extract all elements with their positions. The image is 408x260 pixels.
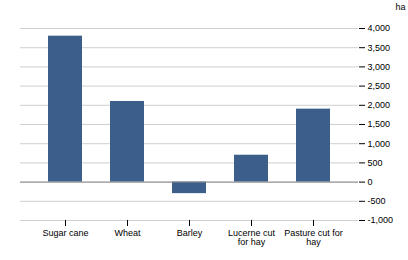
svg-text:Lucerne cutfor hay: Lucerne cutfor hay [228, 228, 276, 247]
svg-text:Wheat: Wheat [114, 228, 141, 238]
svg-text:2,500: 2,500 [368, 81, 391, 91]
svg-text:1,500: 1,500 [368, 119, 391, 129]
svg-text:ha: ha [395, 2, 405, 12]
svg-text:500: 500 [368, 158, 383, 168]
svg-text:4,000: 4,000 [368, 23, 391, 33]
svg-text:Sugar cane: Sugar cane [42, 228, 88, 238]
svg-text:2,000: 2,000 [368, 100, 391, 110]
svg-text:3,500: 3,500 [368, 43, 391, 53]
svg-text:1,000: 1,000 [368, 139, 391, 149]
svg-text:-1,000: -1,000 [368, 215, 394, 225]
svg-text:-500: -500 [368, 196, 386, 206]
svg-text:0: 0 [368, 177, 373, 187]
svg-text:Barley: Barley [177, 228, 203, 238]
svg-text:Pasture cut forhay: Pasture cut forhay [284, 228, 343, 247]
svg-text:3,000: 3,000 [368, 62, 391, 72]
